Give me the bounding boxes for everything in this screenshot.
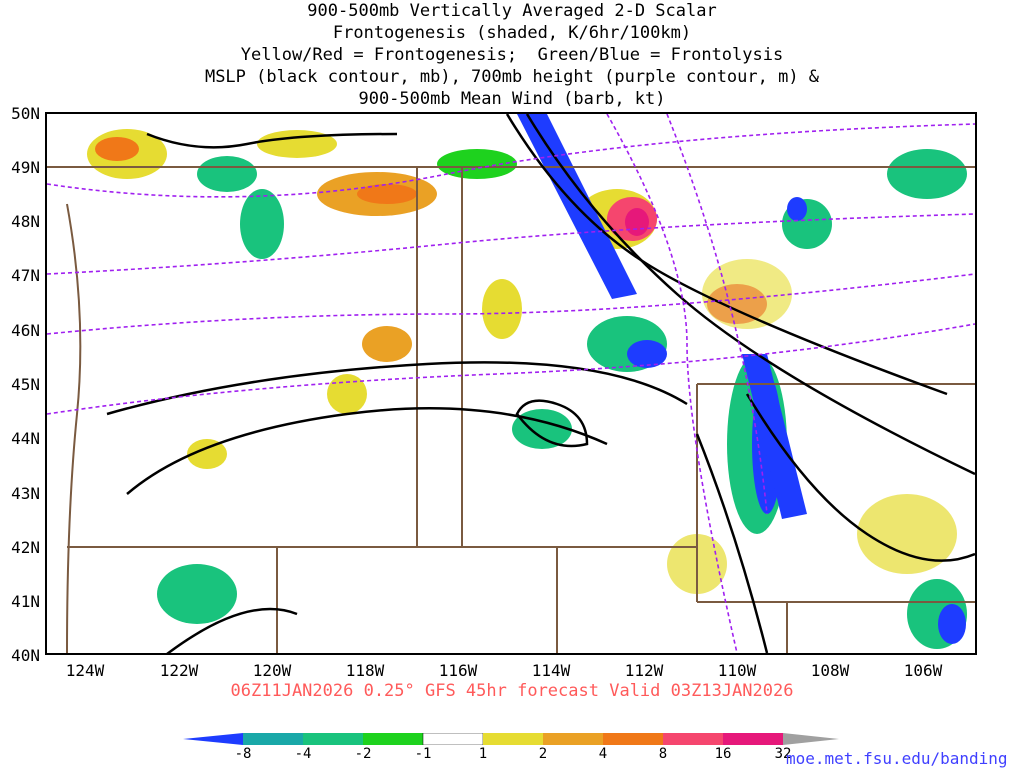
lat-label-50n: 50N xyxy=(11,104,40,123)
colorbar xyxy=(183,733,839,745)
forecast-valid-line: 06Z11JAN2026 0.25° GFS 45hr forecast Val… xyxy=(230,681,794,701)
map-canvas xyxy=(47,114,975,653)
colorbar-label-9: 16 xyxy=(714,746,732,762)
lat-label-40n: 40N xyxy=(11,646,40,665)
colorbar-label-6: 2 xyxy=(538,746,548,762)
lon-label-120w: 120W xyxy=(252,661,292,680)
colorbar-cell-0 xyxy=(183,733,243,745)
lon-label-118w: 118W xyxy=(345,661,385,680)
colorbar-cell-6 xyxy=(543,733,603,745)
chart-title-line-3: Yellow/Red = Frontogenesis; Green/Blue =… xyxy=(240,45,784,65)
lon-label-122w: 122W xyxy=(159,661,199,680)
colorbar-label-2: -4 xyxy=(294,746,312,762)
colorbar-cell-5 xyxy=(483,733,543,745)
chart-title-line-1: 900-500mb Vertically Averaged 2-D Scalar xyxy=(307,1,717,21)
lat-label-48n: 48N xyxy=(11,212,40,231)
colorbar-label-8: 8 xyxy=(658,746,668,762)
lat-label-41n: 41N xyxy=(11,592,40,611)
colorbar-cell-2 xyxy=(303,733,363,745)
colorbar-cell-4 xyxy=(422,733,484,745)
lat-label-45n: 45N xyxy=(11,375,40,394)
lat-label-42n: 42N xyxy=(11,538,40,557)
frontogenesis-shading xyxy=(87,129,967,649)
colorbar-label-10: 32 xyxy=(774,746,792,762)
colorbar-cell-8 xyxy=(663,733,723,745)
colorbar-cell-7 xyxy=(603,733,663,745)
chart-title-line-2: Frontogenesis (shaded, K/6hr/100km) xyxy=(332,23,692,43)
lon-label-106w: 106W xyxy=(903,661,943,680)
state-borders xyxy=(47,166,975,653)
map-panel xyxy=(45,112,977,655)
lat-label-44n: 44N xyxy=(11,429,40,448)
chart-title-line-5: 900-500mb Mean Wind (barb, kt) xyxy=(358,89,666,109)
colorbar-label-4: -1 xyxy=(414,746,432,762)
source-credit-link[interactable]: moe.met.fsu.edu/banding xyxy=(786,749,1008,768)
colorbar-cell-9 xyxy=(723,733,783,745)
colorbar-cell-10 xyxy=(783,733,839,745)
lon-label-112w: 112W xyxy=(624,661,664,680)
lon-label-108w: 108W xyxy=(810,661,850,680)
lat-label-46n: 46N xyxy=(11,321,40,340)
lat-label-49n: 49N xyxy=(11,158,40,177)
colorbar-label-1: -8 xyxy=(234,746,252,762)
colorbar-label-7: 4 xyxy=(598,746,608,762)
lon-label-124w: 124W xyxy=(65,661,105,680)
colorbar-cell-3 xyxy=(363,733,423,745)
lon-label-110w: 110W xyxy=(717,661,757,680)
colorbar-label-5: 1 xyxy=(478,746,488,762)
height-contours xyxy=(47,114,975,653)
lat-label-43n: 43N xyxy=(11,484,40,503)
lon-label-116w: 116W xyxy=(438,661,478,680)
lon-label-114w: 114W xyxy=(531,661,571,680)
chart-title-line-4: MSLP (black contour, mb), 700mb height (… xyxy=(204,67,820,87)
colorbar-cell-1 xyxy=(243,733,303,745)
lat-label-47n: 47N xyxy=(11,266,40,285)
colorbar-label-3: -2 xyxy=(354,746,372,762)
